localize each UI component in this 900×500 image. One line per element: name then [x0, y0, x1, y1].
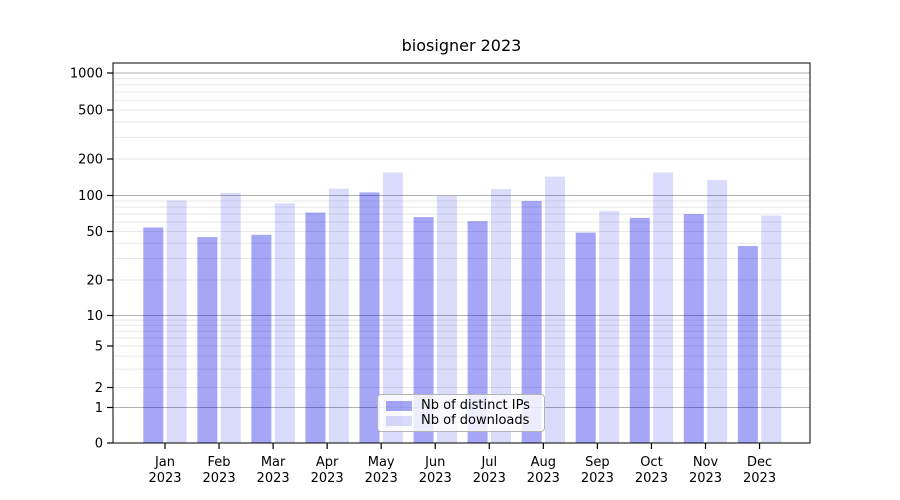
svg-text:Sep: Sep [585, 455, 610, 470]
svg-text:0: 0 [95, 437, 103, 452]
svg-text:2023: 2023 [581, 471, 614, 486]
legend-label-distinct-ips: Nb of distinct IPs [421, 398, 530, 413]
svg-text:2023: 2023 [635, 471, 668, 486]
svg-text:2023: 2023 [743, 471, 776, 486]
svg-text:Aug: Aug [531, 455, 556, 470]
svg-text:Feb: Feb [208, 455, 231, 470]
legend-swatch-downloads-icon [386, 415, 412, 426]
svg-text:2023: 2023 [473, 471, 506, 486]
chart-title: biosigner 2023 [401, 36, 522, 55]
legend-item-distinct-ips: Nb of distinct IPs [386, 398, 537, 413]
legend-label-downloads: Nb of downloads [421, 413, 530, 428]
svg-text:2023: 2023 [203, 471, 236, 486]
svg-text:500: 500 [78, 104, 103, 119]
legend-swatch-distinct-ips-icon [386, 400, 412, 411]
svg-text:Apr: Apr [316, 455, 339, 470]
svg-text:2023: 2023 [527, 471, 560, 486]
svg-text:2: 2 [95, 381, 103, 396]
svg-text:200: 200 [78, 153, 103, 168]
svg-text:20: 20 [86, 274, 103, 289]
svg-text:2023: 2023 [257, 471, 290, 486]
legend-item-downloads: Nb of downloads [386, 413, 537, 428]
svg-text:2023: 2023 [148, 471, 181, 486]
svg-text:2023: 2023 [311, 471, 344, 486]
svg-text:1: 1 [95, 401, 103, 416]
svg-text:10: 10 [86, 309, 103, 324]
svg-text:50: 50 [86, 225, 103, 240]
svg-text:2023: 2023 [365, 471, 398, 486]
svg-text:5: 5 [95, 340, 103, 355]
svg-text:2023: 2023 [689, 471, 722, 486]
svg-text:Jan: Jan [154, 455, 175, 470]
svg-text:Jul: Jul [480, 455, 497, 470]
svg-text:Dec: Dec [747, 455, 772, 470]
svg-text:1000: 1000 [70, 67, 103, 82]
svg-text:Nov: Nov [693, 455, 719, 470]
svg-text:2023: 2023 [419, 471, 452, 486]
svg-text:Mar: Mar [261, 455, 286, 470]
legend: Nb of distinct IPs Nb of downloads [377, 394, 545, 432]
svg-text:100: 100 [78, 189, 103, 204]
svg-text:May: May [368, 455, 395, 470]
svg-text:Jun: Jun [424, 455, 445, 470]
svg-text:Oct: Oct [640, 455, 662, 470]
